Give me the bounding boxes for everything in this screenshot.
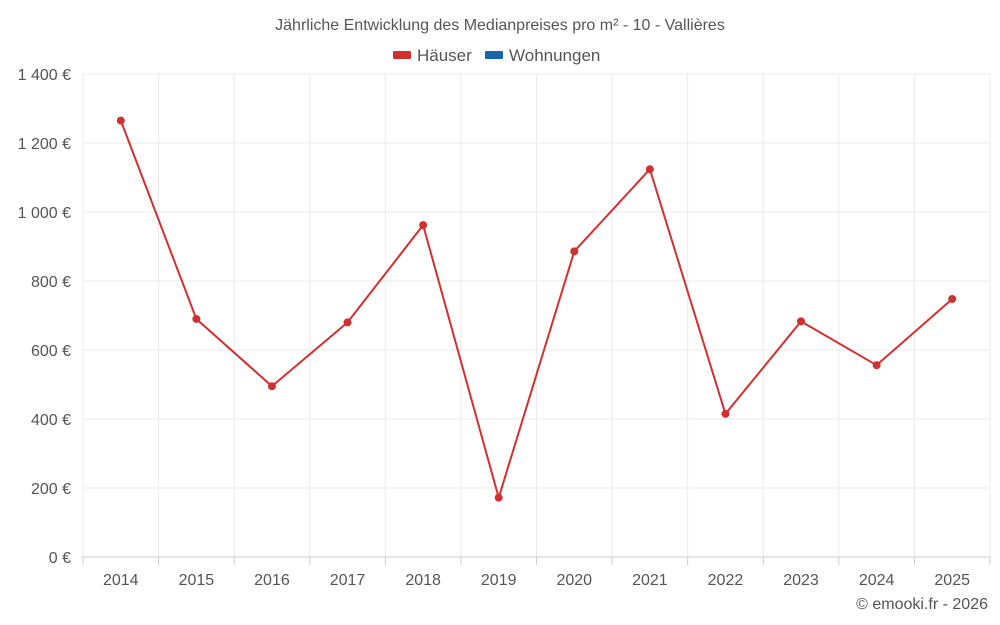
data-point[interactable] <box>192 314 201 323</box>
y-tick-label: 400 € <box>31 412 71 429</box>
x-tick-label: 2014 <box>103 572 139 589</box>
x-tick-label: 2025 <box>934 572 970 589</box>
x-axis: 2014 2015 2016 2017 2018 2019 2020 2021 2022 2023… <box>82 556 991 589</box>
legend: Häuser Wohnungen <box>393 46 600 65</box>
data-point[interactable] <box>494 493 503 502</box>
data-point[interactable] <box>419 221 428 230</box>
data-point[interactable] <box>570 247 579 256</box>
data-point[interactable] <box>797 317 806 326</box>
y-tick-label: 1 400 € <box>18 67 71 84</box>
data-point[interactable] <box>343 318 352 327</box>
x-tick-label: 2023 <box>783 572 819 589</box>
y-tick-label: 0 € <box>49 550 71 567</box>
chart-title: Jährliche Entwicklung des Medianpreises … <box>275 17 725 34</box>
legend-label-apartments: Wohnungen <box>509 46 600 65</box>
data-point[interactable] <box>267 382 276 391</box>
legend-item-houses[interactable]: Häuser <box>393 46 472 65</box>
x-tick-label: 2016 <box>254 572 290 589</box>
data-point[interactable] <box>872 361 881 370</box>
x-tick-label: 2024 <box>859 572 895 589</box>
y-tick-label: 200 € <box>31 481 71 498</box>
y-tick-label: 1 200 € <box>18 136 71 153</box>
y-tick-label: 600 € <box>31 343 71 360</box>
x-tick-label: 2015 <box>179 572 215 589</box>
x-tick-label: 2021 <box>632 572 668 589</box>
x-tick-label: 2022 <box>708 572 744 589</box>
grid <box>82 73 991 557</box>
legend-swatch-apartments <box>485 51 503 59</box>
credit-text: © emooki.fr - 2026 <box>856 596 988 613</box>
x-tick-label: 2017 <box>330 572 366 589</box>
y-tick-label: 800 € <box>31 274 71 291</box>
legend-label-houses: Häuser <box>417 46 472 65</box>
data-point[interactable] <box>948 294 957 303</box>
data-point[interactable] <box>721 409 730 418</box>
legend-item-apartments[interactable]: Wohnungen <box>485 46 600 65</box>
x-tick-label: 2020 <box>556 572 592 589</box>
x-tick-label: 2018 <box>405 572 441 589</box>
x-tick-label: 2019 <box>481 572 517 589</box>
y-tick-label: 1 000 € <box>18 205 71 222</box>
y-axis: 0 € 200 € 400 € 600 € 800 € 1 000 € 1 200 € 1 4… <box>18 67 71 567</box>
series-line <box>119 120 953 499</box>
data-point[interactable] <box>116 116 125 125</box>
legend-swatch-houses <box>393 51 411 59</box>
data-point[interactable] <box>645 165 654 174</box>
series-houses <box>116 116 957 502</box>
